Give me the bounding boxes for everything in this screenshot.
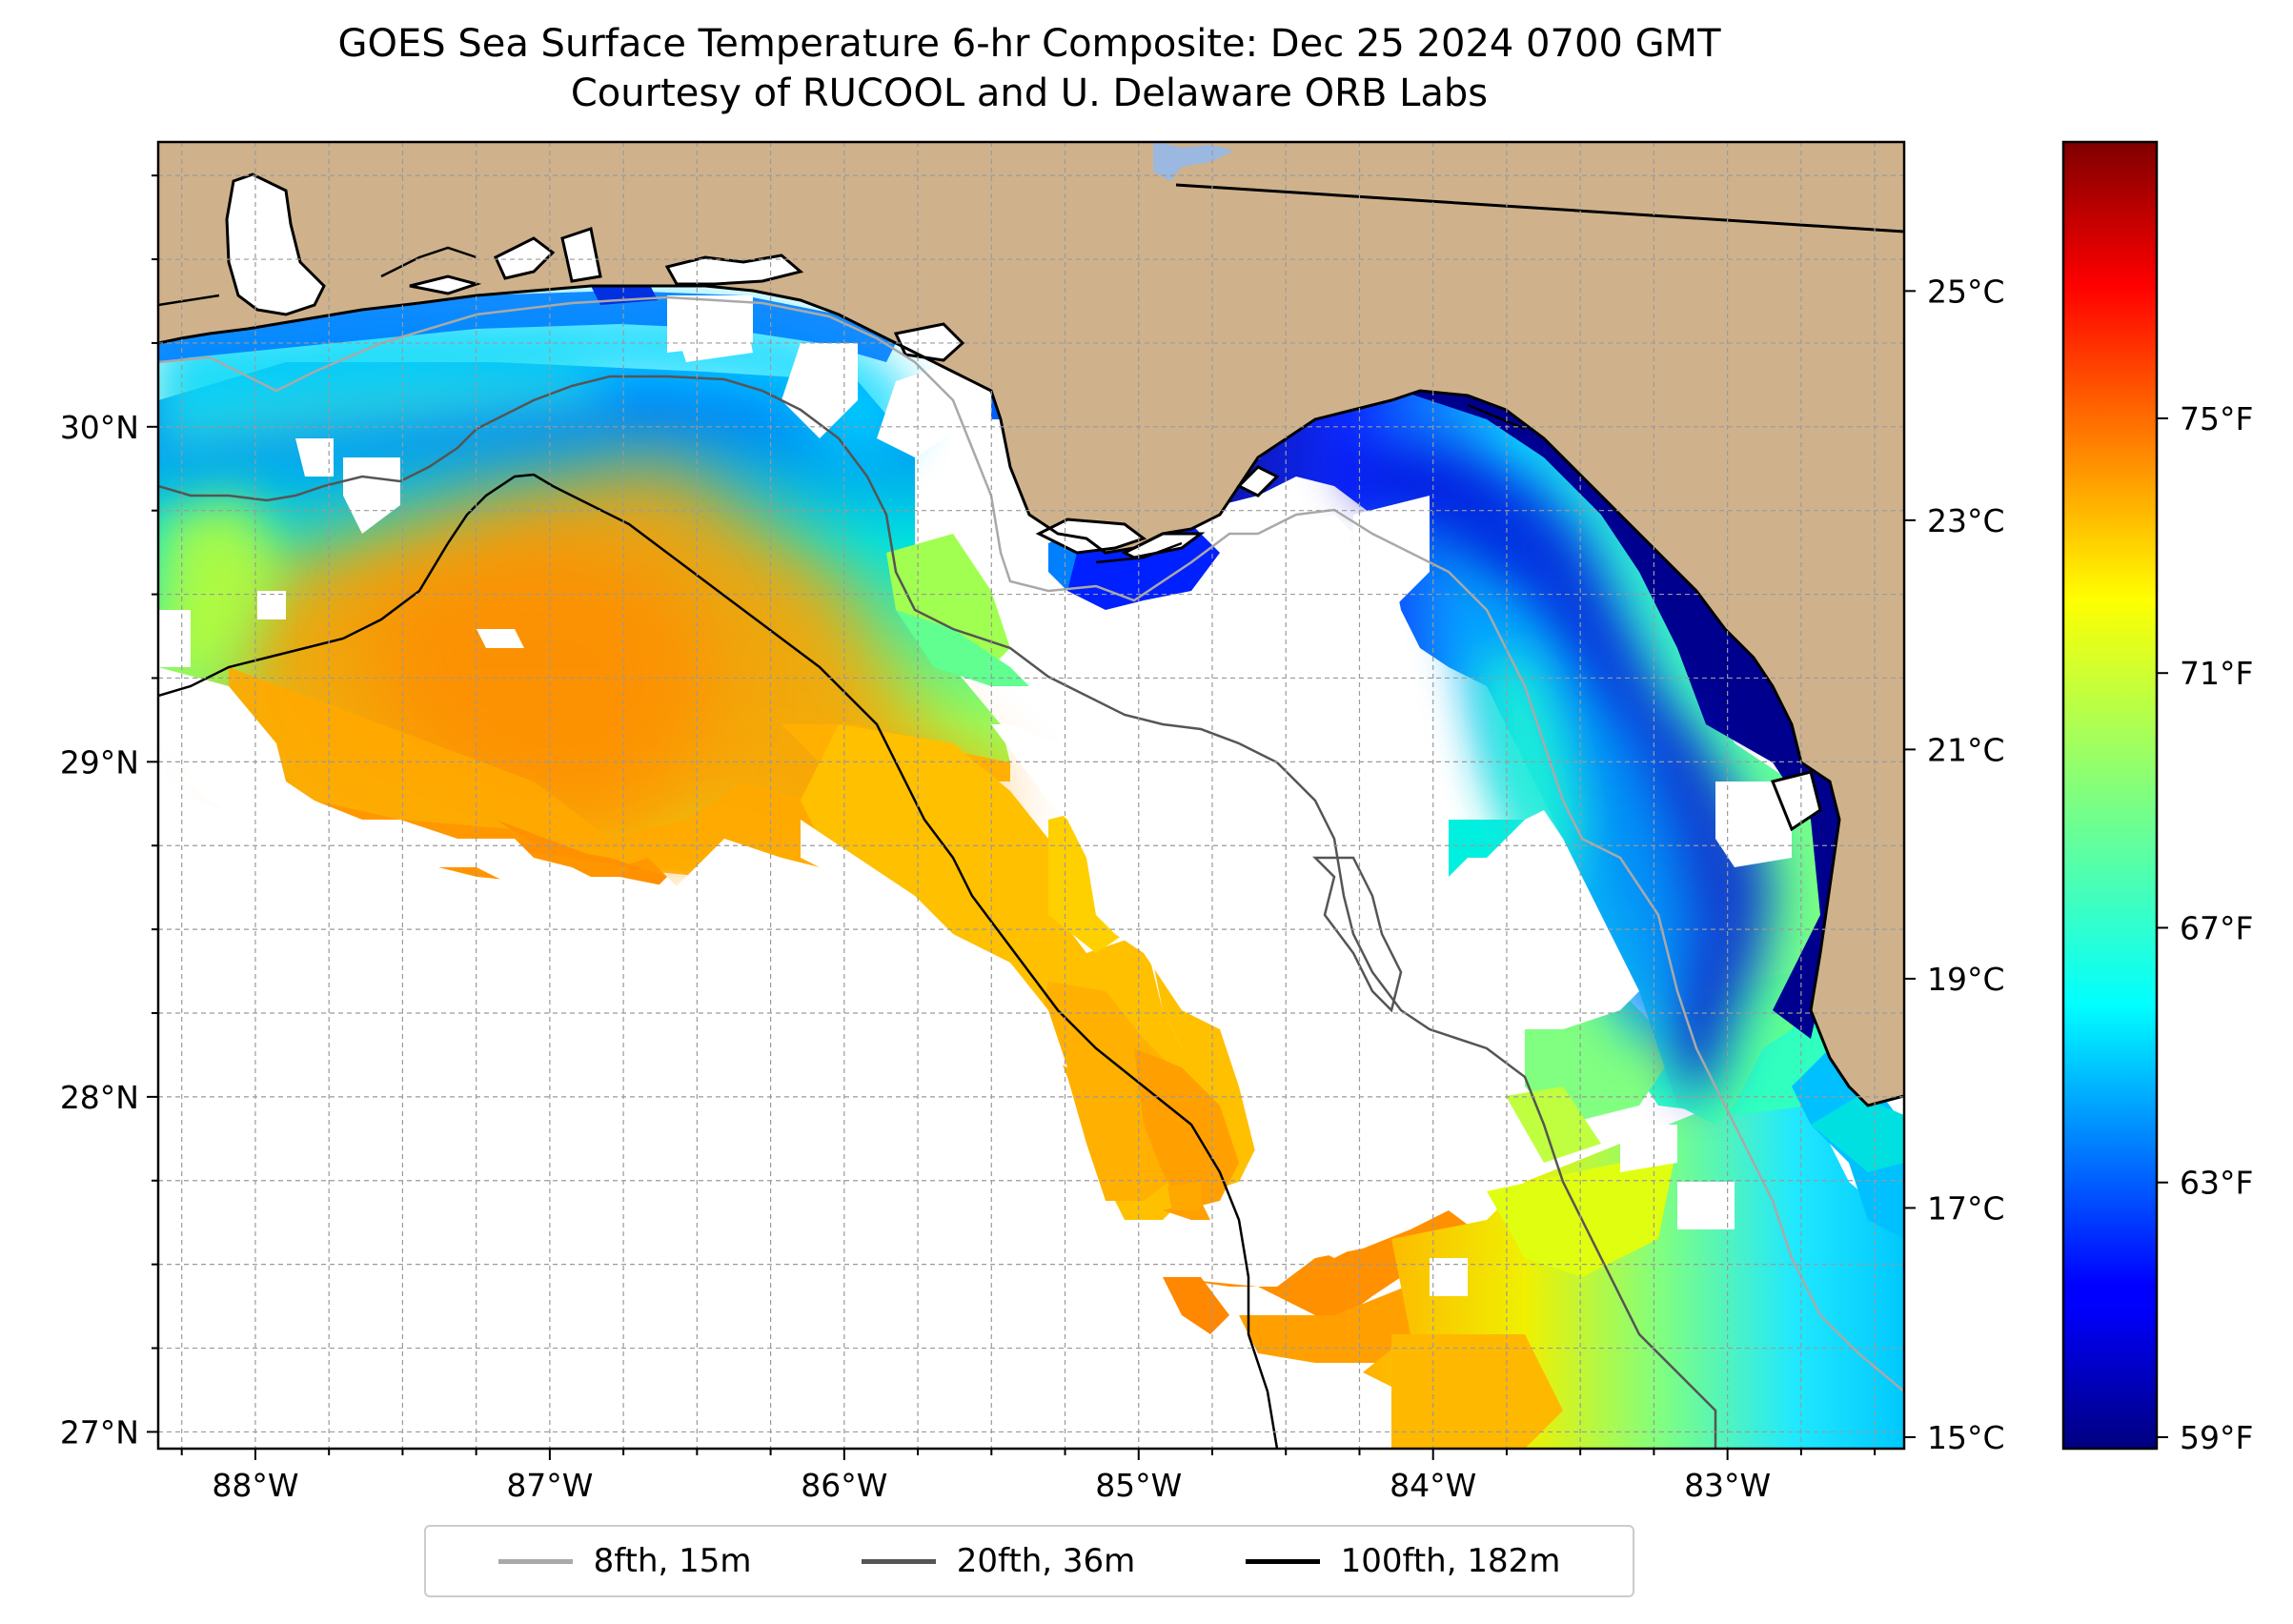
celsius-tick-label: 21°C [1927, 731, 2005, 768]
fahrenheit-tick-label: 67°F [2180, 909, 2253, 946]
lon-tick-label: 84°W [1390, 1467, 1476, 1504]
lon-tick-label: 86°W [801, 1467, 887, 1504]
coastline [158, 284, 1904, 1107]
legend-item-8fth: 8fth, 15m [497, 1542, 752, 1580]
contour-100fth-182m [158, 473, 1279, 1449]
missing-data-regions [158, 286, 1792, 1449]
fahrenheit-tick-label: 59°F [2180, 1419, 2253, 1456]
lon-tick-label: 85°W [1095, 1467, 1182, 1504]
colorbar-gradient [2061, 140, 2159, 1451]
fahrenheit-tick-label: 63°F [2180, 1165, 2253, 1202]
celsius-tick-label: 17°C [1927, 1189, 2005, 1227]
map-plot-area [158, 142, 1904, 1449]
fahrenheit-tick-label: 75°F [2180, 400, 2253, 437]
contour-20fth-36m [158, 375, 1717, 1449]
contour-8fth-15m [158, 295, 1904, 1392]
legend-swatch-20fth [861, 1558, 936, 1564]
fahrenheit-axis: 59°F 63°F 67°F 71°F 75°F [2157, 400, 2253, 1456]
land [158, 142, 1904, 1106]
celsius-axis: 15°C 17°C 19°C 21°C 23°C 25°C [1904, 273, 2005, 1456]
longitude-axis: 88°W 87°W 86°W 85°W 84°W 83°W [180, 1449, 1877, 1504]
lon-tick-label: 87°W [506, 1467, 593, 1504]
celsius-tick-label: 25°C [1927, 273, 2005, 310]
legend-swatch-100fth [1245, 1558, 1320, 1564]
legend: 8fth, 15m 20fth, 36m 100fth, 182m [424, 1525, 1634, 1597]
state-boundary [1175, 183, 1904, 233]
inner-shoreline [158, 246, 1526, 564]
inland-water [225, 173, 1822, 832]
legend-item-20fth: 20fth, 36m [861, 1542, 1136, 1580]
lat-tick-label: 30°N [60, 409, 139, 446]
lat-tick-label: 29°N [60, 743, 139, 781]
title-line-2: Courtesy of RUCOOL and U. Delaware ORB L… [570, 71, 1489, 115]
map-frame [156, 140, 1906, 1451]
fahrenheit-tick-label: 71°F [2180, 655, 2253, 692]
legend-label-20fth: 20fth, 36m [956, 1542, 1136, 1580]
lon-tick-label: 83°W [1684, 1467, 1771, 1504]
lon-tick-label: 88°W [212, 1467, 298, 1504]
celsius-tick-label: 19°C [1927, 961, 2005, 998]
legend-item-100fth: 100fth, 182m [1245, 1542, 1561, 1580]
legend-swatch-8fth [497, 1558, 573, 1564]
title-line-1: GOES Sea Surface Temperature 6-hr Compos… [337, 22, 1721, 66]
lat-tick-label: 27°N [60, 1413, 139, 1451]
inland-lake [1153, 142, 1234, 181]
graticule [158, 142, 1904, 1449]
latitude-axis: 27°N 28°N 29°N 30°N [60, 174, 158, 1451]
legend-label-100fth: 100fth, 182m [1340, 1542, 1561, 1580]
chart-title: GOES Sea Surface Temperature 6-hr Compos… [0, 19, 2059, 118]
celsius-tick-label: 23°C [1927, 502, 2005, 539]
legend-label-8fth: 8fth, 15m [593, 1542, 752, 1580]
celsius-tick-label: 15°C [1927, 1419, 2005, 1456]
lat-tick-label: 28°N [60, 1079, 139, 1116]
